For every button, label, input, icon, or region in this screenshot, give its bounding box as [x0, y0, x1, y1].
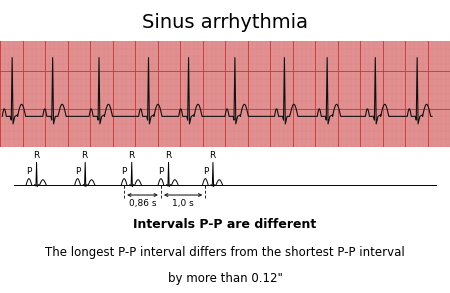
Text: R: R [165, 151, 171, 160]
Text: P: P [75, 168, 80, 176]
Text: P: P [122, 168, 127, 176]
Text: Intervals P-P are different: Intervals P-P are different [133, 218, 317, 231]
Text: Sinus arrhythmia: Sinus arrhythmia [142, 13, 308, 32]
Text: P: P [158, 168, 164, 176]
Text: The longest P-P interval differs from the shortest P-P interval: The longest P-P interval differs from th… [45, 246, 405, 259]
Text: by more than 0.12": by more than 0.12" [167, 272, 283, 285]
Text: R: R [209, 151, 216, 160]
Text: R: R [128, 151, 134, 160]
Text: R: R [33, 151, 39, 160]
Text: P: P [202, 168, 208, 176]
Text: 1,0 s: 1,0 s [172, 199, 194, 208]
Text: R: R [81, 151, 88, 160]
Text: 0,86 s: 0,86 s [129, 199, 156, 208]
Text: P: P [26, 168, 32, 176]
